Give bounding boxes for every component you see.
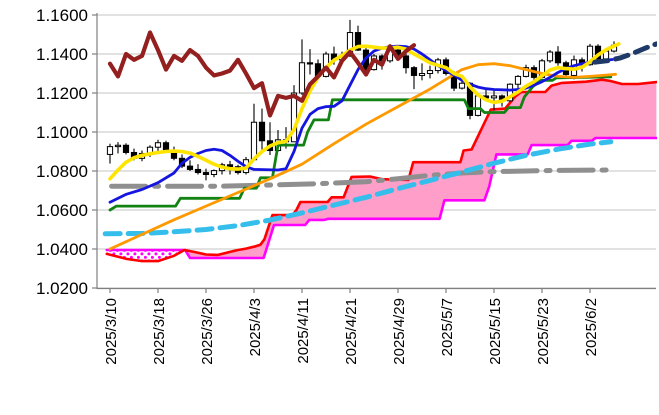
x-axis-tick-label: 2025/5/23 <box>535 298 552 365</box>
candle-up <box>490 95 498 99</box>
candle-up <box>586 45 594 66</box>
y-axis-tick-label: 1.0800 <box>36 162 88 181</box>
x-axis-tick-label: 2025/4/11 <box>295 298 312 364</box>
candle-down <box>402 55 410 69</box>
candle-down <box>202 172 210 176</box>
candle-down <box>554 51 562 64</box>
candle-down <box>122 144 130 153</box>
x-axis-tick-label: 2025/4/29 <box>391 298 408 365</box>
candle-up <box>474 95 482 116</box>
candle-up <box>426 70 434 74</box>
candle-up <box>522 67 530 77</box>
y-axis-tick-label: 1.0400 <box>36 240 88 259</box>
candle-up <box>514 75 522 85</box>
y-axis-tick-label: 1.1200 <box>36 84 88 103</box>
candle-up <box>106 146 114 155</box>
x-axis-tick-label: 2025/5/15 <box>487 298 504 365</box>
green-step-line <box>108 75 613 212</box>
candle-up <box>418 73 426 76</box>
x-axis-tick-label: 2025/6/2 <box>583 298 600 356</box>
lagging-span-line <box>107 30 417 118</box>
y-axis-tick-label: 1.1600 <box>36 6 88 25</box>
y-axis-tick-label: 1.0600 <box>36 201 88 220</box>
green-line <box>108 75 613 212</box>
orange-ma-line <box>108 62 617 251</box>
candle-up <box>506 83 514 102</box>
candle-down <box>194 168 202 174</box>
candle-up <box>154 142 162 148</box>
x-axis-labels: 2025/3/10 2025/3/18 2025/3/26 2025/4/3 2025/… <box>103 298 600 365</box>
x-axis-tick-label: 2025/4/21 <box>343 298 360 365</box>
senkou-span-a <box>105 78 657 263</box>
y-axis-tick-label: 1.1400 <box>36 45 88 64</box>
candle-up <box>290 92 298 143</box>
y-axis-tick-label: 1.1000 <box>36 123 88 142</box>
candle-down <box>306 62 314 65</box>
candle-up <box>210 170 218 176</box>
candle-up <box>250 121 258 161</box>
gray-dashdot <box>109 167 614 189</box>
y-axis-tick-label: 1.0200 <box>36 279 88 298</box>
yellow-line <box>108 42 621 181</box>
senkou-span-b <box>105 136 657 260</box>
y-axis-labels: 1.1600 1.1400 1.1200 1.1000 1.0800 1.0600 1.04… <box>36 6 88 298</box>
gray-dashdot-line <box>109 167 614 189</box>
candle-down <box>162 142 170 152</box>
x-axis-tick-label: 2025/5/7 <box>439 298 456 356</box>
candle-up <box>546 51 554 62</box>
lagging-span <box>107 30 417 118</box>
candle-down <box>258 121 266 142</box>
orange-line <box>108 62 617 251</box>
cyan-dashed-ma-line <box>102 139 614 237</box>
navy-dashed-forecast-line <box>592 41 657 65</box>
yellow-tenkan-line <box>108 42 621 181</box>
candle-up <box>114 144 122 148</box>
senkou-span-lines <box>105 78 657 263</box>
x-axis-tick-label: 2025/3/26 <box>199 298 216 365</box>
candle-down <box>226 164 234 168</box>
navy-dashed-forecast <box>592 41 657 65</box>
candle-down <box>354 32 362 51</box>
candle-up <box>298 62 306 94</box>
candle-down <box>410 67 418 76</box>
candle-down <box>186 165 194 170</box>
candle-up <box>458 82 466 89</box>
cyan-dashed <box>102 139 614 237</box>
axes <box>92 13 656 293</box>
x-axis-tick-label: 2025/3/18 <box>151 298 168 365</box>
x-axis-tick-label: 2025/4/3 <box>247 298 264 356</box>
x-axis-tick-label: 2025/3/10 <box>103 298 120 365</box>
candle-up <box>346 32 354 57</box>
